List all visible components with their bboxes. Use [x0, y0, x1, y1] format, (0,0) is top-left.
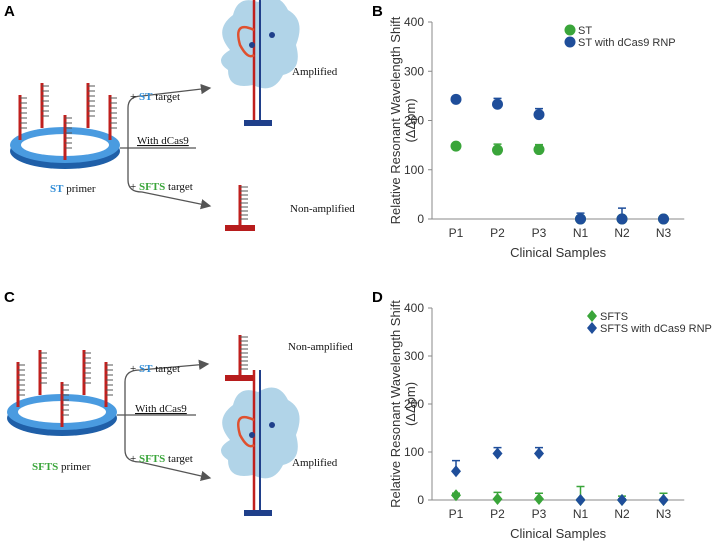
branch-prefix: + [130, 453, 136, 465]
branch-suffix: target [168, 453, 193, 465]
branch-suffix: target [168, 181, 193, 193]
x-tick-label: P2 [490, 226, 505, 240]
point [658, 494, 669, 506]
branch-prefix: + [130, 363, 136, 375]
legend-label: ST with dCas9 RNP [578, 37, 676, 49]
x-tick-label: P3 [532, 507, 547, 521]
point [533, 144, 545, 156]
legend-marker [564, 24, 576, 36]
point [617, 494, 627, 506]
branch-label: + ST target [130, 363, 180, 375]
panel-label: A [4, 3, 15, 20]
point [492, 98, 503, 110]
primer-label: ST primer [50, 183, 96, 195]
branch-label: + SFTS target [130, 453, 193, 465]
legend-marker [587, 310, 597, 322]
x-axis-label: Clinical Samples [510, 245, 607, 260]
y-tick-label: 200 [404, 397, 424, 411]
chart: 0 100 200 300 400 P1 P2 P3 N1 N2 N3 Clinical Sample… [388, 300, 712, 541]
point [534, 493, 544, 506]
point [533, 109, 545, 121]
branch-label: + SFTS target [130, 181, 193, 193]
panel-label: B [372, 3, 383, 20]
legend-marker [564, 36, 576, 48]
branch-prefix: + [130, 181, 136, 193]
branch-label: With dCas9 [137, 135, 189, 147]
x-tick-label: P2 [490, 507, 505, 521]
y-axis-label: (ΔΔpm) [403, 382, 418, 426]
point [492, 447, 503, 460]
outcome-label: Amplified [292, 66, 338, 78]
x-tick-label: N3 [656, 226, 672, 240]
y-axis-label: Relative Resonant Wavelength Shift [388, 16, 403, 224]
legend-label: SFTS [600, 311, 628, 323]
y-tick-label: 400 [404, 15, 424, 29]
legend-marker [587, 322, 597, 334]
y-tick-label: 0 [417, 212, 424, 226]
x-tick-label: N2 [614, 507, 630, 521]
branch-prefix: + [130, 91, 136, 103]
point [450, 93, 462, 105]
y-axis-label: (ΔΔpm) [403, 98, 418, 142]
primer-suffix: primer [66, 183, 96, 195]
branch-label: With dCas9 [135, 403, 187, 415]
x-tick-label: N1 [573, 226, 589, 240]
x-tick-label: N3 [656, 507, 672, 521]
branch-target: ST [139, 91, 153, 103]
x-tick-label: N2 [614, 226, 630, 240]
point [616, 213, 628, 225]
diagram-c: SFTS primer + ST target With dCas9 + SFT… [7, 333, 353, 518]
y-tick-label: 0 [417, 493, 424, 507]
point [575, 213, 586, 225]
outcome-label: Non-amplified [290, 203, 355, 215]
panel-label: D [372, 289, 383, 306]
x-axis-label: Clinical Samples [510, 526, 607, 541]
outcome-label: Non-amplified [288, 341, 353, 353]
point [450, 140, 462, 152]
legend-label: ST [578, 25, 592, 37]
primer-name: ST [50, 183, 64, 195]
y-tick-label: 300 [404, 349, 424, 363]
point [492, 144, 503, 156]
primer-name: SFTS [32, 461, 58, 473]
y-tick-label: 400 [404, 301, 424, 315]
outcome-label: Amplified [292, 457, 338, 469]
point [492, 493, 503, 506]
x-tick-label: N1 [573, 507, 589, 521]
branch-suffix: target [155, 363, 180, 375]
x-tick-label: P1 [449, 226, 464, 240]
primer-label: SFTS primer [32, 461, 91, 473]
chart: 0 100 200 300 400 P1 P2 P3 N1 N2 N3 Clinical Sample… [388, 15, 685, 260]
y-tick-label: 100 [404, 163, 424, 177]
point [575, 494, 586, 506]
point [451, 489, 461, 502]
point [534, 447, 544, 460]
panel-label: C [4, 289, 15, 306]
branch-label: + ST target [130, 91, 180, 103]
point [658, 213, 669, 225]
branch-target: SFTS [139, 453, 165, 465]
x-tick-label: P1 [449, 507, 464, 521]
branch-suffix: target [155, 91, 180, 103]
diagram-a: ST primer + ST target With dCas9 + SFTS … [10, 0, 355, 233]
y-axis-label: Relative Resonant Wavelength Shift [388, 300, 403, 508]
legend-label: SFTS with dCas9 RNP [600, 323, 712, 335]
y-tick-label: 300 [404, 64, 424, 78]
branch-target: SFTS [139, 181, 165, 193]
x-tick-label: P3 [532, 226, 547, 240]
y-tick-label: 200 [404, 114, 424, 128]
primer-suffix: primer [61, 461, 91, 473]
branch-target: ST [139, 363, 153, 375]
y-tick-label: 100 [404, 445, 424, 459]
point [451, 465, 461, 478]
